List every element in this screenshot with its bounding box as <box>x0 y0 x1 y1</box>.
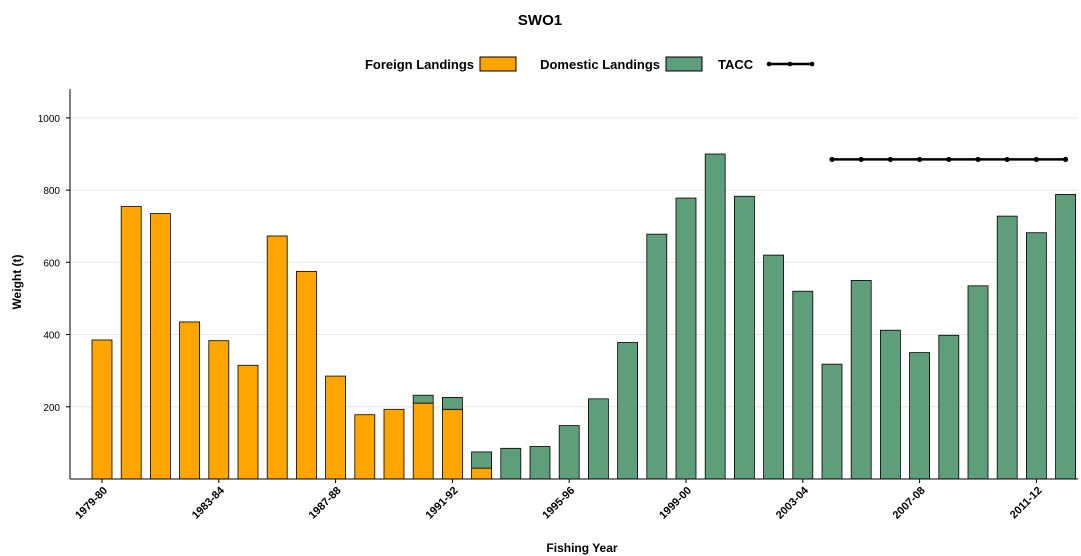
legend-swatch-foreign <box>479 56 517 72</box>
bar-domestic-1999-00 <box>675 197 697 480</box>
bar-domestic-2004-05 <box>821 363 843 480</box>
bar-foreign-1979-80 <box>91 339 113 480</box>
bar-domestic-1998-99 <box>646 233 668 480</box>
tacc-point <box>1063 156 1069 163</box>
x-tick-label: 2007-08 <box>891 485 928 522</box>
chart-title: SWO1 <box>518 12 562 29</box>
bar-domestic-2012-13 <box>1055 194 1076 480</box>
bar-domestic-1995-96 <box>558 425 580 480</box>
tacc-point <box>1033 156 1039 163</box>
x-tick-label: 2011-12 <box>1008 485 1045 522</box>
y-tick-label: 1000 <box>38 114 61 125</box>
bar-domestic-1997-98 <box>617 342 638 480</box>
y-tick-label: 600 <box>43 258 60 269</box>
bar-foreign-1981-82 <box>149 213 171 480</box>
x-tick-label: 1979-80 <box>73 485 110 522</box>
bar-domestic-2005-06 <box>850 279 872 480</box>
bar-domestic-1991-92 <box>441 396 463 410</box>
legend-swatch-domestic <box>665 56 703 72</box>
tacc-point <box>975 156 981 163</box>
x-tick-label: 1983-84 <box>190 484 228 522</box>
legend-label-foreign: Foreign Landings <box>365 57 474 72</box>
bar-domestic-2006-07 <box>880 329 901 480</box>
x-tick-label: 1987-88 <box>307 485 344 522</box>
legend: Foreign Landings Domestic Landings TACC <box>365 56 815 72</box>
bar-foreign-1982-83 <box>179 321 201 480</box>
bar-domestic-2010-11 <box>996 215 1018 480</box>
y-tick-label: 800 <box>43 186 60 197</box>
x-tick-label: 2003-04 <box>774 484 812 522</box>
bar-domestic-2009-10 <box>967 285 989 480</box>
legend-label-tacc: TACC <box>718 57 754 72</box>
bars <box>91 153 1076 480</box>
bar-foreign-1990-91 <box>412 402 434 480</box>
tacc-point <box>946 156 952 163</box>
y-axis-label: Weight (t) <box>10 254 24 309</box>
tacc-point <box>917 156 923 163</box>
bar-domestic-2003-04 <box>792 290 814 480</box>
bar-foreign-1992-93 <box>471 467 493 480</box>
bar-domestic-2002-03 <box>763 254 784 480</box>
tacc-point <box>887 156 894 163</box>
y-tick-label: 400 <box>43 331 60 342</box>
bar-domestic-1992-93 <box>471 451 493 469</box>
x-axis-label: Fishing Year <box>546 541 617 555</box>
bar-domestic-2011-12 <box>1026 232 1047 480</box>
bar-foreign-1980-81 <box>120 205 142 480</box>
bar-foreign-1984-85 <box>237 364 259 480</box>
bar-domestic-2007-08 <box>909 352 930 480</box>
x-tick-label: 1991-92 <box>423 485 460 522</box>
bar-domestic-2001-02 <box>734 195 755 480</box>
tacc-point <box>858 156 864 163</box>
y-ticks: 200 400 600 800 1000 <box>38 114 70 414</box>
bar-domestic-1996-97 <box>588 398 609 480</box>
bar-foreign-1983-84 <box>208 340 230 480</box>
legend-line-tacc <box>766 61 815 67</box>
bar-foreign-1987-88 <box>325 375 347 480</box>
bar-domestic-1994-95 <box>529 446 551 480</box>
bar-domestic-1993-94 <box>500 447 522 480</box>
bar-domestic-1990-91 <box>412 394 434 404</box>
tacc-point <box>829 156 835 163</box>
tacc-point <box>1004 156 1010 163</box>
bar-foreign-1991-92 <box>441 408 463 480</box>
legend-label-domestic: Domestic Landings <box>540 57 660 72</box>
bar-foreign-1985-86 <box>266 235 288 480</box>
bar-domestic-2008-09 <box>938 334 960 480</box>
y-tick-label: 200 <box>43 403 60 414</box>
bar-foreign-1986-87 <box>295 270 317 480</box>
tacc-line <box>829 156 1069 163</box>
x-tick-label: 1995-96 <box>540 485 577 522</box>
x-ticks: 1979-80 1983-84 1987-88 1991-92 1995-96 1999-… <box>73 479 1045 522</box>
bar-domestic-2000-01 <box>704 153 726 480</box>
bar-foreign-1989-90 <box>383 408 405 480</box>
x-tick-label: 1999-00 <box>657 485 694 522</box>
bar-foreign-1988-89 <box>354 414 376 480</box>
